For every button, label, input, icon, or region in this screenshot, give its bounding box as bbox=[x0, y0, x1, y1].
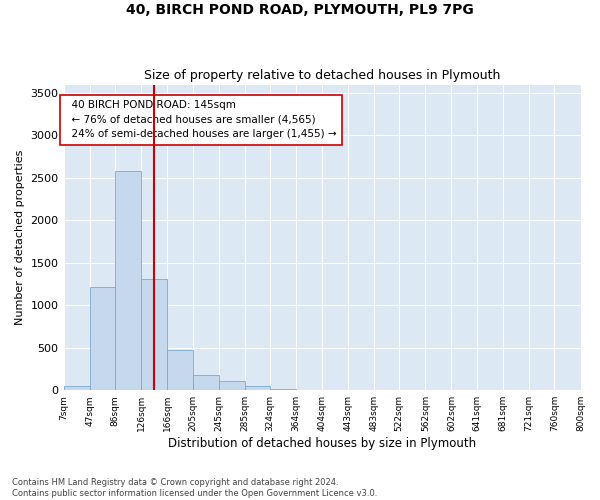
Bar bbox=[141, 279, 167, 390]
Bar bbox=[115, 171, 141, 390]
Text: Contains HM Land Registry data © Crown copyright and database right 2024.
Contai: Contains HM Land Registry data © Crown c… bbox=[12, 478, 377, 498]
Y-axis label: Number of detached properties: Number of detached properties bbox=[15, 150, 25, 325]
Bar bbox=[193, 375, 218, 390]
X-axis label: Distribution of detached houses by size in Plymouth: Distribution of detached houses by size … bbox=[168, 437, 476, 450]
Bar bbox=[64, 386, 89, 390]
Bar bbox=[245, 386, 270, 390]
Text: 40, BIRCH POND ROAD, PLYMOUTH, PL9 7PG: 40, BIRCH POND ROAD, PLYMOUTH, PL9 7PG bbox=[126, 2, 474, 16]
Bar bbox=[167, 350, 193, 390]
Bar bbox=[89, 286, 115, 390]
Bar bbox=[270, 388, 296, 390]
Bar bbox=[218, 382, 245, 390]
Title: Size of property relative to detached houses in Plymouth: Size of property relative to detached ho… bbox=[144, 69, 500, 82]
Text: 40 BIRCH POND ROAD: 145sqm
  ← 76% of detached houses are smaller (4,565)
  24% : 40 BIRCH POND ROAD: 145sqm ← 76% of deta… bbox=[65, 100, 337, 140]
